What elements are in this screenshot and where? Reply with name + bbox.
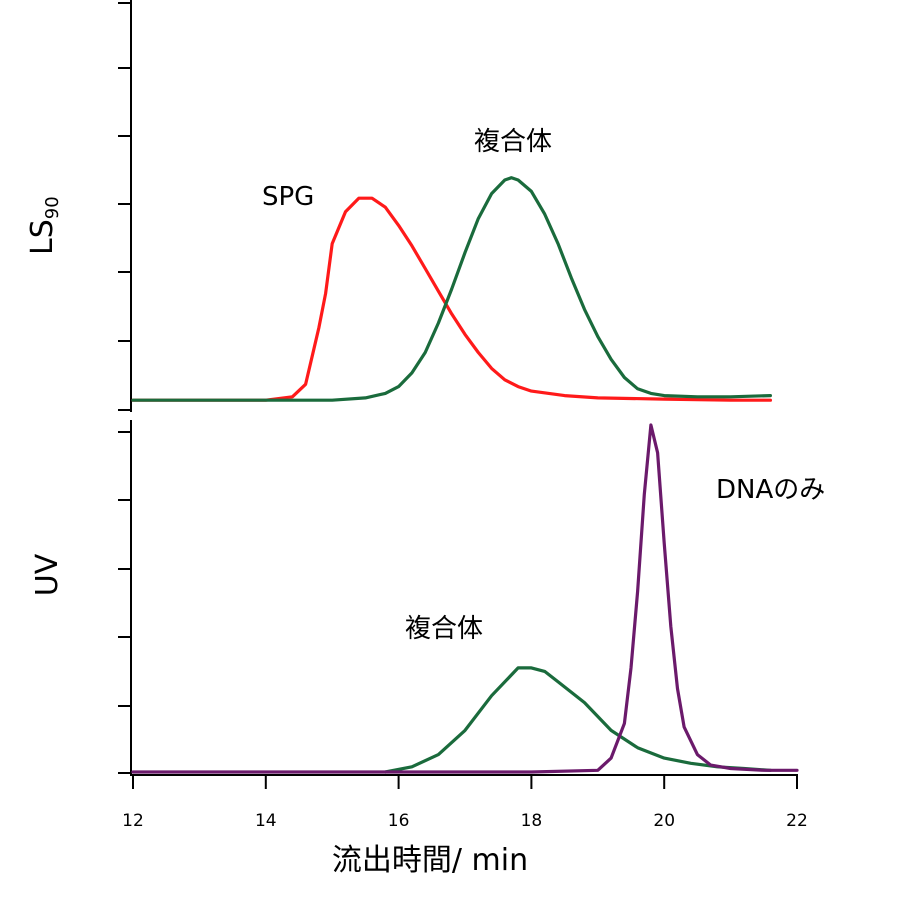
x-tick-label-18: 18: [521, 811, 543, 831]
bottom-series-0-line: [383, 666, 773, 774]
top-y-axis-title-main: LS: [25, 219, 60, 255]
series-label-complex-bottom: 複合体: [405, 614, 483, 644]
series-layer: [131, 176, 799, 774]
x-axis-title: 流出時間/ min: [332, 843, 528, 878]
top-series-1-line: [131, 176, 773, 402]
x-tick-label-14: 14: [255, 811, 277, 831]
top-y-axis-title-subscript: 90: [42, 196, 63, 219]
x-tick-label-20: 20: [653, 811, 675, 831]
bottom-y-axis-title: UV: [30, 553, 65, 596]
series-label-complex-top: 複合体: [474, 127, 552, 157]
x-tick-label-12: 12: [122, 811, 144, 831]
x-tick-label-16: 16: [388, 811, 410, 831]
labels-group: LS90 UV 流出時間/ min SPG 複合体 複合体 DNAのみ: [25, 127, 825, 878]
top-series-0-line: [131, 196, 773, 402]
bottom-series-1-line: [131, 423, 799, 774]
series-label-dna-only: DNAのみ: [716, 475, 825, 505]
axes-group: 12 14 16 18 20 22: [118, 0, 808, 831]
series-label-spg: SPG: [262, 182, 314, 212]
top-y-axis-title: LS90: [25, 196, 63, 255]
x-tick-label-22: 22: [786, 811, 808, 831]
